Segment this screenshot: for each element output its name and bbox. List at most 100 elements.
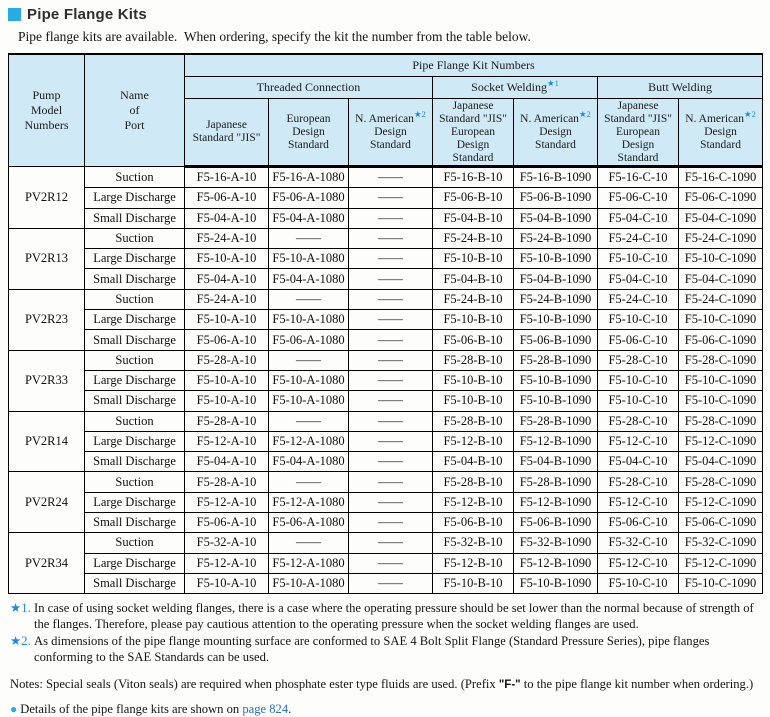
port-name-cell: Suction: [84, 471, 185, 493]
subcol-label: N. American: [520, 112, 579, 125]
notes-text: Notes: Special seals (Viton seals) are r…: [10, 677, 499, 692]
subcol-label-rest: Design Standard: [288, 125, 329, 151]
port-name-cell: Small Discharge: [84, 512, 185, 534]
kit-number-cell: F5-06-A-10: [184, 187, 269, 209]
kit-number-cell: ——: [268, 227, 349, 250]
kit-number-cell: F5-04-A-10: [184, 268, 269, 290]
kit-number-cell: F5-24-B-10: [432, 288, 514, 311]
kit-number-cell: F5-24-B-1090: [513, 288, 598, 311]
table-row: PV2R14 Suction F5-28-A-10 —— —— F5-28-B-10 F5-…: [8, 410, 764, 473]
kit-number-cell: F5-24-C-10: [597, 288, 679, 311]
kit-number-cell: F5-06-C-10: [597, 512, 679, 534]
kit-number-cell: F5-12-C-1090: [677, 491, 764, 514]
subcol-label-rest: Standard "JIS": [192, 132, 261, 144]
kit-number-cell: F5-04-C-1090: [677, 451, 764, 473]
details-text-before: Details of the pipe flange kits are show…: [20, 702, 243, 717]
kit-number-cell: F5-04-B-1090: [513, 451, 598, 473]
kit-number-cell: F5-06-C-1090: [677, 512, 764, 534]
kit-number-cell: F5-10-B-10: [432, 369, 514, 392]
kit-number-cell: ——: [348, 248, 433, 270]
subcol-threaded-european: European Design Standard: [268, 98, 349, 168]
port-name-cell: Large Discharge: [84, 552, 185, 574]
page-824-link[interactable]: page 824: [242, 702, 289, 717]
table-row: Large Discharge F5-10-A-10 F5-10-A-1080 —— F…: [9, 369, 764, 392]
col-header-socket-welding: Socket Welding★1: [432, 76, 598, 99]
subcol-butt-n-american: N. American★2 Design Standard: [677, 98, 764, 168]
table-row: Large Discharge F5-12-A-10 F5-12-A-1080 —— F…: [9, 552, 764, 574]
kit-number-cell: F5-10-C-10: [597, 390, 679, 412]
table-row: Small Discharge F5-04-A-10 F5-04-A-1080 —— F…: [9, 268, 764, 290]
kit-number-cell: ——: [348, 369, 433, 392]
kit-number-cell: F5-16-B-10: [432, 165, 514, 189]
subcol-label-rest: Design Standard: [700, 125, 741, 151]
kit-number-cell: F5-28-A-10: [184, 410, 269, 432]
kit-number-cell: F5-06-A-1080: [268, 512, 349, 534]
kit-number-cell: F5-16-A-1080: [268, 165, 349, 189]
subcol-label: Japanese: [206, 119, 247, 131]
kit-number-cell: ——: [268, 532, 349, 554]
kit-number-cell: ——: [348, 552, 433, 574]
kit-number-cell: F5-10-C-1090: [677, 390, 764, 412]
section-header: Pipe Flange Kits: [8, 6, 762, 23]
footnotes: ★1. In case of using socket welding flan…: [10, 601, 766, 665]
col-header-port-name: Name of Port: [84, 53, 185, 167]
kit-number-cell: F5-04-C-10: [597, 268, 679, 290]
subcol-label-rest: Standard "JIS" European Design Standard: [439, 112, 507, 164]
kit-number-cell: ——: [348, 268, 433, 290]
kit-number-cell: F5-24-A-10: [184, 288, 269, 311]
pump-model-cell: PV2R24: [8, 471, 85, 534]
kit-number-cell: F5-28-B-10: [432, 349, 514, 371]
kit-number-cell: F5-10-A-1080: [268, 390, 349, 412]
footnote-ref-star: ★1: [546, 78, 559, 88]
kit-number-cell: F5-10-C-1090: [677, 369, 764, 392]
kit-number-cell: F5-12-A-10: [184, 552, 269, 574]
pump-model-cell: PV2R23: [8, 288, 85, 351]
subcol-label-rest: Design Standard: [535, 125, 576, 151]
port-name-cell: Suction: [84, 532, 185, 554]
kit-number-cell: F5-16-A-10: [184, 165, 269, 189]
subcol-threaded-n-american: N. American★2 Design Standard: [348, 98, 433, 168]
kit-number-cell: F5-28-B-1090: [513, 471, 598, 493]
kit-number-cell: F5-10-B-10: [432, 309, 514, 331]
port-name-cell: Large Discharge: [84, 430, 185, 453]
port-name-cell: Large Discharge: [84, 248, 185, 270]
kit-number-cell: ——: [348, 165, 433, 189]
kit-number-cell: F5-06-A-1080: [268, 187, 349, 209]
kit-number-cell: F5-04-B-10: [432, 451, 514, 473]
table-row: Small Discharge F5-06-A-10 F5-06-A-1080 —— F…: [9, 329, 764, 351]
kit-number-cell: F5-16-C-1090: [677, 165, 764, 189]
kit-number-cell: F5-06-C-10: [597, 329, 679, 351]
kit-number-cell: F5-24-B-10: [432, 227, 514, 250]
kit-number-cell: ——: [348, 227, 433, 250]
kit-number-cell: ——: [348, 187, 433, 209]
kit-number-cell: F5-04-A-1080: [268, 207, 349, 229]
kit-number-cell: F5-04-B-10: [432, 268, 514, 290]
subcol-label: Japanese: [452, 99, 494, 112]
subcol-label: N. American: [685, 112, 744, 125]
table-row: Small Discharge F5-06-A-10 F5-06-A-1080 —— F…: [9, 512, 764, 534]
kit-number-cell: ——: [348, 491, 433, 514]
table-row: Large Discharge F5-12-A-10 F5-12-A-1080 —— F…: [9, 430, 764, 453]
kit-number-cell: F5-10-B-10: [432, 390, 514, 412]
notes-line: Notes: Special seals (Viton seals) are r…: [10, 677, 762, 692]
kit-number-cell: F5-04-A-10: [184, 207, 269, 229]
kit-number-cell: F5-28-C-10: [597, 471, 679, 493]
pump-model-cell: PV2R12: [8, 166, 85, 229]
kit-number-cell: F5-24-A-10: [184, 227, 269, 250]
kit-number-cell: F5-16-B-1090: [513, 165, 598, 189]
kit-number-cell: F5-10-A-10: [184, 248, 269, 270]
kit-number-cell: F5-04-C-1090: [677, 268, 764, 290]
kit-number-cell: ——: [348, 430, 433, 453]
kit-number-cell: ——: [348, 207, 433, 229]
pump-model-cell: PV2R34: [8, 532, 85, 595]
kit-number-cell: F5-24-B-1090: [513, 227, 598, 250]
kit-number-cell: F5-06-B-10: [432, 329, 514, 351]
kit-number-cell: F5-04-B-1090: [513, 268, 598, 290]
details-text-after: .: [288, 702, 292, 717]
kit-number-cell: F5-12-B-10: [432, 491, 514, 514]
kit-number-cell: F5-32-A-10: [184, 532, 269, 554]
table-row: PV2R24 Suction F5-28-A-10 —— —— F5-28-B-10 F5-…: [8, 471, 764, 534]
kit-number-cell: F5-10-C-10: [597, 572, 679, 595]
kit-number-cell: F5-28-C-10: [597, 349, 679, 371]
